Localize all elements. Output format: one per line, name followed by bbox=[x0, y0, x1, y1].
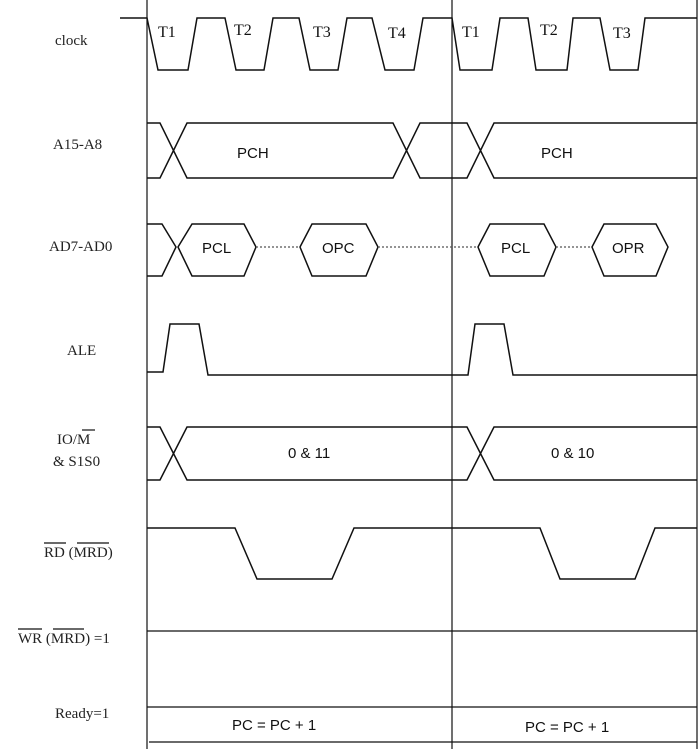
io-m-label-line2: & S1S0 bbox=[53, 454, 100, 470]
wr-label: WR (MRD) =1 bbox=[18, 631, 110, 647]
io-m-label-line1: IO/M bbox=[57, 432, 90, 448]
pc-increment-note-1: PC = PC + 1 bbox=[232, 717, 316, 734]
a15-a8-bus: PCH PCH bbox=[147, 122, 697, 179]
rd-label: RD (MRD) bbox=[44, 545, 113, 561]
io-m-status-bus: 0 & 11 0 & 10 bbox=[147, 426, 697, 481]
a15-a8-label: A15-A8 bbox=[53, 137, 102, 153]
pcl-box-1: PCL bbox=[202, 240, 231, 257]
clock-wave: T1 T2 T3 T4 T1 T2 T3 bbox=[120, 17, 697, 71]
opc-box: OPC bbox=[322, 240, 355, 257]
ad7-ad0-bus: PCL OPC PCL OPR bbox=[147, 223, 669, 277]
pc-increment-note-2: PC = PC + 1 bbox=[525, 719, 609, 736]
state-t3: T3 bbox=[313, 24, 331, 41]
pcl-box-2: PCL bbox=[501, 240, 530, 257]
state-t2-cycle2: T2 bbox=[540, 22, 558, 39]
state-t4: T4 bbox=[388, 25, 406, 42]
opr-box: OPR bbox=[612, 240, 645, 257]
state-t2: T2 bbox=[234, 22, 252, 39]
ready-label: Ready=1 bbox=[55, 706, 109, 722]
pch-box-1: PCH bbox=[237, 145, 269, 162]
state-t1-cycle2: T1 bbox=[462, 24, 480, 41]
ale-wave bbox=[147, 323, 697, 376]
rd-wave bbox=[147, 527, 697, 580]
signal-labels: clock A15-A8 AD7-AD0 ALE IO/M & S1S0 RD … bbox=[18, 33, 113, 722]
clock-label: clock bbox=[55, 33, 88, 49]
ad7-ad0-label: AD7-AD0 bbox=[49, 239, 112, 255]
pch-box-2: PCH bbox=[541, 145, 573, 162]
state-t1: T1 bbox=[158, 24, 176, 41]
status-value-2: 0 & 10 bbox=[551, 445, 594, 462]
status-value-1: 0 & 11 bbox=[288, 445, 330, 462]
pc-notes: PC = PC + 1 PC = PC + 1 bbox=[232, 717, 609, 736]
ale-label: ALE bbox=[67, 343, 96, 359]
state-t3-cycle2: T3 bbox=[613, 25, 631, 42]
